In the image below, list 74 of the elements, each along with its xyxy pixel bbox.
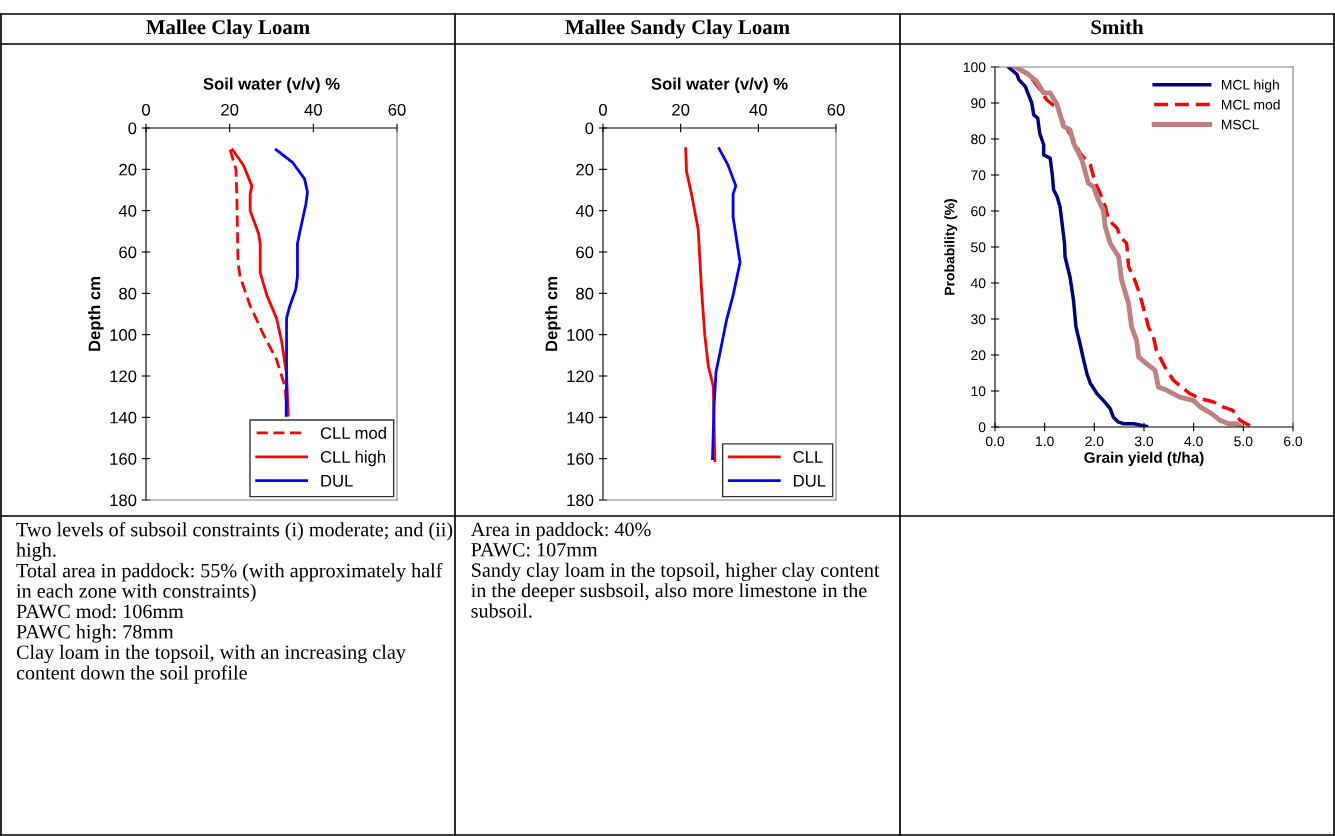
y-tick-label: 80 bbox=[119, 287, 137, 300]
y-tick-label: 180 bbox=[110, 494, 137, 507]
y-tick-label: 180 bbox=[567, 494, 594, 507]
y-tick-label: 90 bbox=[971, 98, 986, 109]
x-tick-label: 60 bbox=[388, 103, 406, 116]
legend-label: MCL mod bbox=[1221, 99, 1280, 110]
y-axis-title: Depth cm bbox=[88, 277, 104, 351]
x-axis-title: Soil water (v/v) % bbox=[203, 77, 340, 94]
line-series bbox=[1006, 67, 1149, 427]
x-tick-label: 20 bbox=[672, 103, 690, 116]
y-tick-label: 40 bbox=[118, 205, 137, 217]
y-tick-label: 20 bbox=[576, 163, 594, 176]
text: PAWC: 107mm bbox=[471, 542, 598, 557]
legend-label: MSCL bbox=[1221, 119, 1259, 130]
legend-label: CLL mod bbox=[320, 426, 386, 439]
x-tick-label: 0.0 bbox=[985, 436, 1005, 447]
y-tick-label: 80 bbox=[971, 134, 986, 145]
chart-title: Mallee Sandy Clay Loam bbox=[565, 19, 790, 39]
legend-label: CLL bbox=[793, 451, 823, 463]
text: PAWC mod: 106mm bbox=[16, 603, 184, 619]
y-axis-title: Depth cm bbox=[545, 277, 561, 351]
y-tick-label: 60 bbox=[119, 246, 137, 259]
x-tick-label: 3.0 bbox=[1134, 436, 1154, 447]
x-tick-label: 20 bbox=[221, 103, 239, 116]
x-tick-label: 6.0 bbox=[1284, 436, 1303, 447]
y-tick-label: 120 bbox=[110, 370, 137, 383]
x-tick-label: 2.0 bbox=[1085, 436, 1104, 447]
y-tick-label: 0 bbox=[978, 422, 986, 433]
y-tick-label: 100 bbox=[567, 329, 594, 341]
y-tick-label: 50 bbox=[971, 242, 986, 253]
x-tick-label: 40 bbox=[304, 103, 322, 116]
chart-title: Smith bbox=[1091, 19, 1144, 35]
legend-label: DUL bbox=[321, 475, 353, 487]
x-tick-label: 0 bbox=[142, 103, 150, 116]
text: Clay loam in the topsoil, with an increasing clay content down the soil profile bbox=[16, 644, 406, 684]
x-tick-label: 40 bbox=[749, 103, 767, 116]
y-tick-label: 140 bbox=[110, 411, 137, 424]
y-tick-label: 10 bbox=[971, 386, 986, 397]
x-axis-title: Soil water (v/v) % bbox=[651, 77, 788, 94]
legend-label: CLL high bbox=[320, 450, 386, 467]
y-tick-label: 60 bbox=[971, 206, 986, 217]
y-tick-label: 160 bbox=[567, 453, 594, 465]
text: Total area in paddock: 55% (with approximately half in each zone with constraints) bbox=[16, 563, 443, 602]
text: PAWC high: 78mm bbox=[16, 624, 174, 643]
legend-label: DUL bbox=[794, 475, 826, 487]
y-tick-label: 120 bbox=[567, 370, 594, 383]
x-tick-label: 5.0 bbox=[1234, 436, 1253, 447]
y-tick-label: 160 bbox=[110, 453, 137, 465]
chart-title: Mallee Clay Loam bbox=[146, 19, 310, 39]
y-tick-label: 140 bbox=[567, 411, 594, 424]
y-tick-label: 60 bbox=[576, 246, 594, 259]
legend-label: MCL high bbox=[1221, 79, 1279, 93]
text: Sandy clay loam in the topsoil, higher clay content in the deeper susbsoil, also more limestone in the subsoil. bbox=[471, 562, 880, 618]
x-tick-label: 4.0 bbox=[1184, 436, 1203, 447]
y-axis-title: Probability (%) bbox=[944, 199, 958, 295]
x-tick-label: 1.0 bbox=[1036, 436, 1054, 447]
y-tick-label: 100 bbox=[110, 329, 137, 341]
y-tick-label: 100 bbox=[963, 62, 986, 73]
x-tick-label: 60 bbox=[827, 103, 845, 116]
y-tick-label: 70 bbox=[971, 170, 986, 181]
y-tick-label: 40 bbox=[970, 278, 986, 289]
line-series bbox=[274, 148, 309, 417]
x-tick-label: 0 bbox=[599, 103, 607, 116]
x-axis-title: Grain yield (t/ha) bbox=[1084, 451, 1204, 466]
y-tick-label: 0 bbox=[585, 122, 594, 135]
y-tick-label: 40 bbox=[575, 205, 594, 217]
line-series bbox=[711, 147, 742, 461]
text: Two levels of subsoil constraints (i) moderate; and (ii) high. bbox=[16, 522, 453, 561]
y-tick-label: 30 bbox=[971, 314, 986, 325]
text: Area in paddock: 40% bbox=[470, 522, 651, 541]
y-tick-label: 20 bbox=[971, 350, 986, 361]
y-tick-label: 80 bbox=[576, 287, 594, 300]
y-tick-label: 20 bbox=[119, 163, 137, 176]
y-tick-label: 0 bbox=[128, 122, 137, 135]
